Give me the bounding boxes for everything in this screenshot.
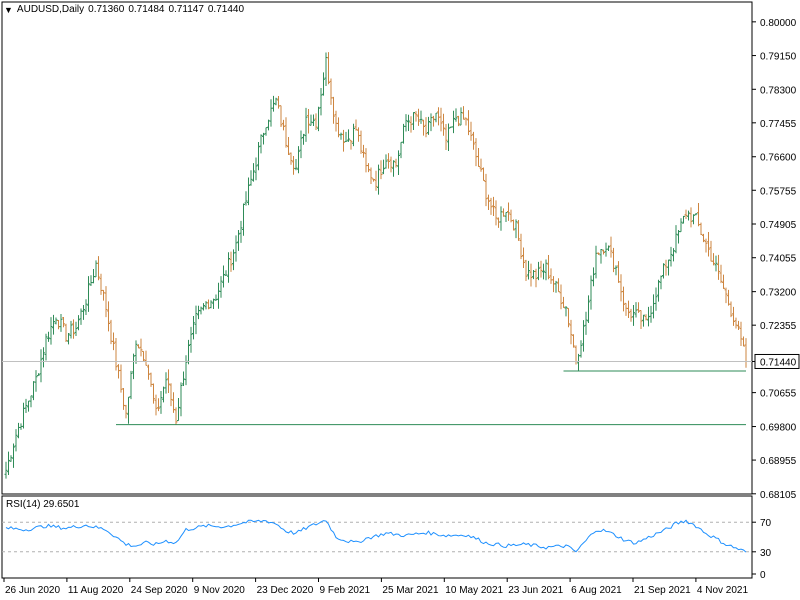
price-tick-label: 0.80000 bbox=[760, 18, 797, 29]
price-tick-label: 0.75755 bbox=[760, 186, 797, 197]
time-tick-label: 21 Sep 2021 bbox=[634, 585, 691, 596]
rsi-tick-label: 0 bbox=[760, 570, 766, 581]
price-tick-label: 0.70655 bbox=[760, 389, 797, 400]
current-price-box bbox=[754, 353, 800, 369]
time-tick-label: 23 Jun 2021 bbox=[508, 585, 563, 596]
time-tick-label: 23 Dec 2020 bbox=[257, 585, 314, 596]
rsi-tick-label: 70 bbox=[760, 518, 772, 529]
price-tick-label: 0.78300 bbox=[760, 85, 797, 96]
time-tick-label: 10 May 2021 bbox=[445, 585, 503, 596]
price-tick-label: 0.74055 bbox=[760, 254, 797, 265]
time-tick-label: 26 Jun 2020 bbox=[5, 585, 60, 596]
price-tick-label: 0.71440 bbox=[760, 357, 797, 368]
price-tick-label: 0.68955 bbox=[760, 456, 797, 467]
symbol-label: AUDUSD,Daily bbox=[16, 4, 85, 15]
price-tick-label: 0.76600 bbox=[760, 153, 797, 164]
low-value: 0.71147 bbox=[168, 4, 204, 15]
time-tick-label: 9 Feb 2021 bbox=[320, 585, 371, 596]
price-tick-label: 0.79150 bbox=[760, 52, 797, 63]
high-value: 0.71484 bbox=[128, 4, 165, 15]
price-tick-label: 0.73200 bbox=[760, 288, 797, 299]
price-tick-label: 0.77455 bbox=[760, 119, 797, 130]
rsi-label: RSI(14) 29.6501 bbox=[6, 499, 80, 510]
chart-dropdown-icon[interactable]: ▼ bbox=[4, 4, 13, 15]
time-tick-label: 24 Sep 2020 bbox=[131, 585, 188, 596]
price-tick-label: 0.69800 bbox=[760, 423, 797, 434]
price-tick-label: 0.74905 bbox=[760, 220, 797, 231]
open-value: 0.71360 bbox=[88, 4, 125, 15]
close-value: 0.71440 bbox=[207, 4, 245, 15]
chart-header: ▼ AUDUSD,Daily 0.71360 0.71484 0.71147 0… bbox=[4, 4, 244, 15]
rsi-pane-frame bbox=[1, 495, 753, 579]
rsi-line bbox=[5, 519, 747, 553]
time-tick-label: 4 Nov 2021 bbox=[697, 585, 749, 596]
price-tick-label: 0.68105 bbox=[760, 490, 797, 501]
price-pane-frame bbox=[1, 1, 753, 495]
time-tick-label: 25 Mar 2021 bbox=[382, 585, 439, 596]
rsi-tick-label: 30 bbox=[760, 548, 772, 559]
price-tick-label: 0.72355 bbox=[760, 321, 797, 332]
time-tick-label: 9 Nov 2020 bbox=[194, 585, 246, 596]
time-tick-label: 11 Aug 2020 bbox=[68, 585, 124, 596]
time-tick-label: 6 Aug 2021 bbox=[571, 585, 622, 596]
